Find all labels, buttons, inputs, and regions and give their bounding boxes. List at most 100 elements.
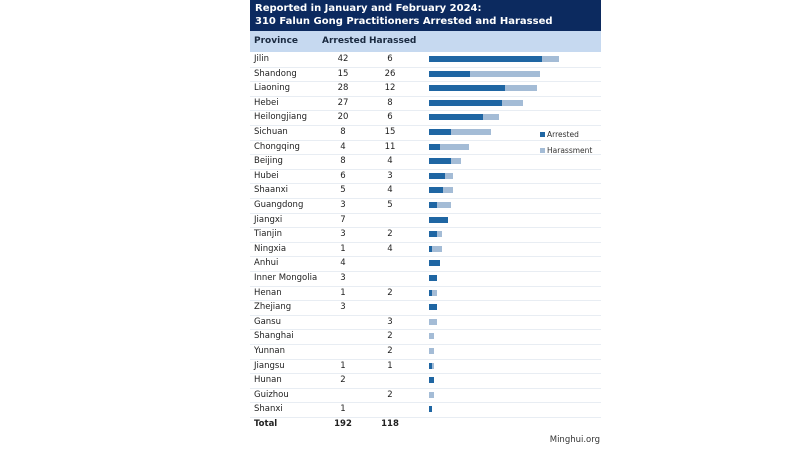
- arrested-cell: 3: [340, 302, 346, 313]
- bar-arrested: [429, 289, 432, 296]
- arrested-cell: 20: [337, 112, 349, 123]
- arrested-cell: 15: [337, 68, 349, 79]
- province-cell: Henan: [254, 287, 282, 298]
- table-row: Jiangsu 1 1: [250, 359, 601, 375]
- bar-arrested: [429, 362, 432, 369]
- arrested-cell: 42: [337, 54, 349, 64]
- harassed-cell: 1: [387, 360, 393, 371]
- table-row: Guizhou 2: [250, 388, 601, 404]
- bar-arrested: [429, 231, 438, 238]
- bar-arrested: [429, 304, 438, 311]
- harassed-cell: 2: [387, 346, 393, 356]
- bar-arrested: [429, 129, 451, 135]
- arrested-cell: 3: [340, 200, 346, 210]
- total-arrested: 192: [334, 419, 352, 429]
- table-row: Hunan 2: [250, 373, 601, 389]
- header-harassed: Harassed: [369, 36, 417, 46]
- arrested-cell: 1: [340, 287, 346, 298]
- province-cell: Shanghai: [254, 331, 294, 342]
- bar-arrested: [429, 99, 502, 106]
- harassed-cell: 2: [387, 331, 393, 342]
- bar-arrested: [429, 377, 435, 384]
- source-label: Minghui.org: [549, 435, 600, 445]
- province-cell: Hebei: [254, 97, 279, 108]
- province-cell: Jilin: [254, 54, 269, 64]
- arrested-cell: 27: [337, 97, 349, 108]
- bar-arrested: [429, 406, 432, 413]
- table-row: Hebei 27 8: [250, 96, 601, 112]
- harassed-cell: 4: [387, 185, 393, 196]
- table-row: Jiangxi 7: [250, 213, 601, 229]
- bar-arrested: [429, 202, 438, 208]
- bar-harassed: [431, 362, 435, 369]
- bar-arrested: [429, 70, 470, 77]
- bar-arrested: [429, 187, 443, 194]
- harassed-cell: 2: [387, 389, 393, 400]
- table-row: Zhejiang 3: [250, 300, 601, 316]
- province-cell: Shaanxi: [254, 185, 288, 196]
- arrested-cell: 4: [340, 258, 346, 269]
- bar-harassed: [437, 231, 443, 238]
- total-harassed: 118: [381, 419, 399, 429]
- arrested-cell: 6: [340, 170, 346, 181]
- arrested-cell: 1: [340, 404, 346, 415]
- province-cell: Gansu: [254, 316, 281, 327]
- harassed-cell: 12: [384, 83, 396, 94]
- bar-harassed: [429, 318, 438, 325]
- harassed-cell: 8: [387, 97, 393, 108]
- bar-arrested: [429, 56, 543, 62]
- legend: Arrested Harassment: [540, 126, 592, 158]
- table-header: Province Arrested Harassed: [250, 31, 601, 52]
- province-cell: Sichuan: [254, 127, 288, 137]
- header-arrested: Arrested: [322, 36, 367, 46]
- bar-arrested: [429, 216, 448, 223]
- table-row: Guangdong 3 5: [250, 198, 601, 214]
- arrested-cell: 28: [337, 83, 349, 94]
- arrested-cell: 2: [340, 375, 346, 386]
- total-row: Total 192 118: [250, 417, 601, 432]
- bar-arrested: [429, 114, 483, 121]
- bar-harassed: [450, 158, 462, 165]
- table-row: Inner Mongolia 3: [250, 271, 601, 287]
- province-cell: Shandong: [254, 68, 297, 79]
- title-line-1: Reported in January and February 2024:: [255, 3, 482, 14]
- bar-harassed: [442, 187, 454, 194]
- bar-arrested: [429, 158, 451, 165]
- harassed-cell: 15: [384, 127, 396, 137]
- province-cell: Yunnan: [254, 346, 285, 356]
- harassed-cell: 3: [387, 170, 393, 181]
- harassed-cell: 6: [387, 112, 393, 123]
- province-cell: Anhui: [254, 258, 279, 269]
- legend-harassment: Harassment: [540, 142, 592, 158]
- bar-arrested: [429, 172, 446, 179]
- table-row: Shaanxi 5 4: [250, 183, 601, 199]
- header-province: Province: [254, 36, 299, 46]
- province-cell: Jiangsu: [254, 360, 285, 371]
- harassed-cell: 4: [387, 243, 393, 254]
- table-row: Henan 1 2: [250, 286, 601, 302]
- table-row: Tianjin 3 2: [250, 227, 601, 243]
- province-cell: Hunan: [254, 375, 282, 386]
- harassed-cell: 6: [387, 54, 393, 64]
- bar-harassed: [450, 129, 492, 135]
- province-cell: Zhejiang: [254, 302, 292, 313]
- bar-harassed: [437, 202, 451, 208]
- legend-label: Harassment: [547, 145, 593, 155]
- legend-label: Arrested: [547, 129, 579, 139]
- bar-arrested: [429, 245, 432, 252]
- bar-arrested: [429, 275, 438, 281]
- total-label: Total: [254, 419, 278, 429]
- harassed-cell: 11: [384, 141, 396, 152]
- table-row: Chongqing 4 11: [250, 140, 601, 156]
- bar-arrested: [429, 143, 440, 150]
- bar-harassed: [429, 391, 435, 398]
- table-row: Ningxia 1 4: [250, 242, 601, 258]
- harassed-cell: 5: [387, 200, 393, 210]
- table-row: Sichuan 8 15: [250, 125, 601, 141]
- province-cell: Hubei: [254, 170, 279, 181]
- bar-harassed: [429, 348, 435, 354]
- bar-harassed: [431, 289, 438, 296]
- province-cell: Jiangxi: [254, 214, 283, 225]
- arrested-cell: 4: [340, 141, 346, 152]
- province-cell: Tianjin: [254, 229, 282, 240]
